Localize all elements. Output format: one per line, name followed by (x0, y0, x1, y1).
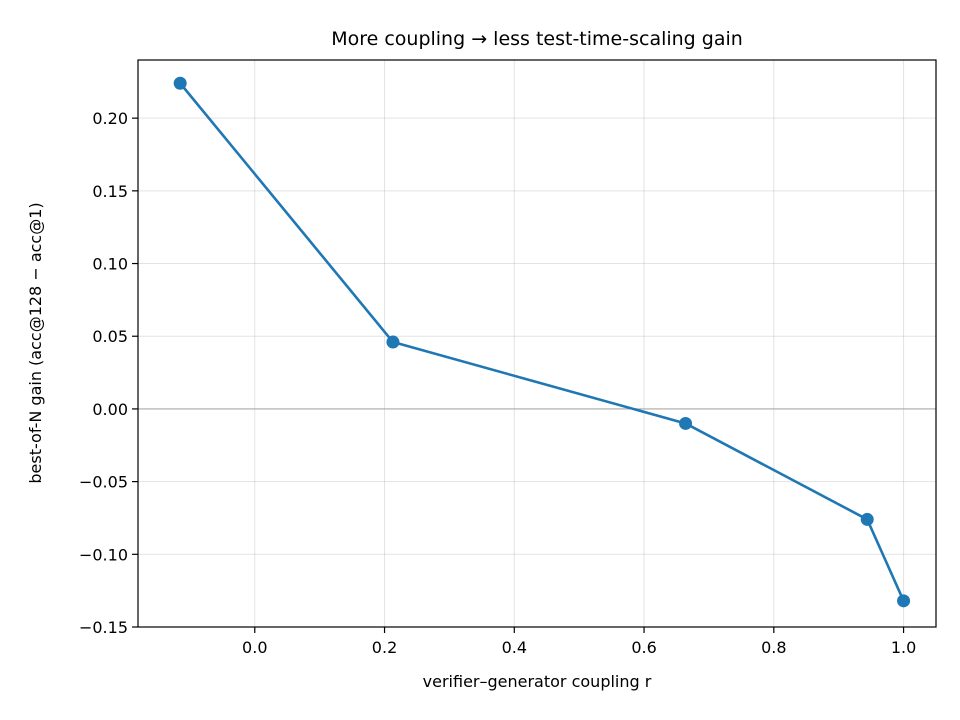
y-tick-label: 0.15 (92, 182, 128, 201)
series-line (179, 82, 905, 602)
plot-frame (137, 59, 937, 628)
data-point (679, 416, 693, 430)
grid-layer (138, 60, 936, 628)
x-tick-label: 0.0 (242, 638, 267, 657)
y-tick-label: 0.05 (92, 327, 128, 346)
y-tick-label: 0.20 (92, 109, 128, 128)
x-tick-label: 1.0 (891, 638, 916, 657)
data-point (897, 594, 911, 608)
chart-title: More coupling → less test-time-scaling g… (331, 28, 743, 50)
x-tick-label: 0.2 (372, 638, 397, 657)
data-point (386, 335, 400, 349)
x-tick-label: 0.4 (502, 638, 527, 657)
series-layer (173, 76, 911, 608)
y-tick-label: −0.10 (79, 545, 128, 564)
y-axis-ticks: −0.15 −0.10 −0.05 0.00 0.05 0.10 0.15 0.20 (79, 109, 138, 637)
data-point (173, 76, 187, 90)
y-tick-label: 0.10 (92, 255, 128, 274)
x-axis-ticks: 0.0 0.2 0.4 0.6 0.8 1.0 (242, 627, 916, 657)
y-axis-label: best-of-N gain (acc@128 − acc@1) (26, 202, 45, 483)
x-tick-label: 0.6 (631, 638, 656, 657)
y-tick-label: −0.15 (79, 618, 128, 637)
x-axis-label: verifier–generator coupling r (423, 672, 652, 691)
x-tick-label: 0.8 (761, 638, 786, 657)
y-tick-label: 0.00 (92, 400, 128, 419)
data-point (860, 512, 874, 526)
y-tick-label: −0.05 (79, 473, 128, 492)
